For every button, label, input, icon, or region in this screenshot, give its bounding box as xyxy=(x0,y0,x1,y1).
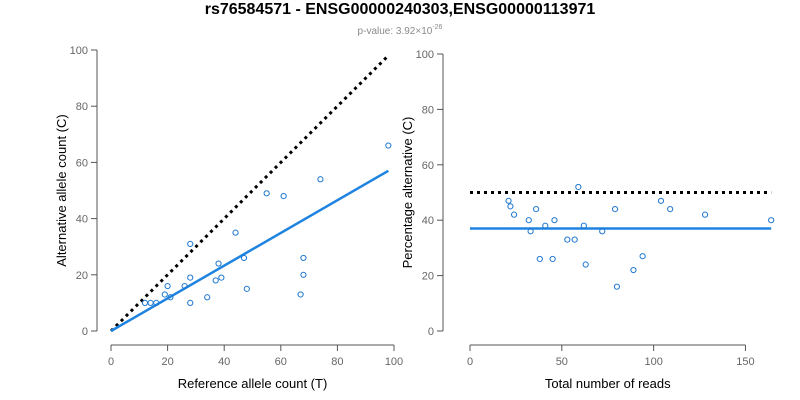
left-x-tick-label: 40 xyxy=(218,356,230,368)
left-x-tick-label: 60 xyxy=(275,356,287,368)
right-data-point xyxy=(542,222,549,229)
right-data-point xyxy=(580,222,587,229)
pvalue-exponent: -26 xyxy=(432,24,443,31)
left-x-tick-label: 0 xyxy=(108,356,114,368)
right-data-point xyxy=(575,183,582,191)
left-data-point xyxy=(263,190,270,197)
left-reference-line xyxy=(109,54,390,333)
left-data-point xyxy=(280,193,287,200)
right-x-tick-label: 0 xyxy=(467,356,473,368)
left-data-point xyxy=(164,282,171,290)
left-x-tick-label: 100 xyxy=(385,356,403,368)
left-data-point xyxy=(317,176,324,183)
left-y-tick-label: 60 xyxy=(76,157,88,169)
right-data-point xyxy=(611,206,619,213)
left-data-point xyxy=(385,142,392,149)
right-data-point xyxy=(527,228,534,235)
right-data-point xyxy=(639,253,646,260)
left-data-point xyxy=(141,299,149,306)
left-data-point xyxy=(215,260,222,267)
left-data-point xyxy=(187,274,194,281)
left-data-point xyxy=(147,299,154,306)
pvalue-subtitle: p-value: 3.92×10-26 xyxy=(0,24,800,37)
right-data-point xyxy=(582,261,589,268)
right-data-point xyxy=(564,236,571,243)
right-data-point xyxy=(533,206,540,213)
left-y-axis-label: Alternative allele count (C) xyxy=(54,114,69,266)
right-x-tick-label: 150 xyxy=(736,356,754,368)
right-y-axis-label: Percentage alternative (C) xyxy=(400,117,415,269)
right-data-point xyxy=(667,206,674,213)
left-data-point xyxy=(204,294,211,301)
right-data-point xyxy=(525,217,532,224)
right-data-point xyxy=(701,211,709,218)
right-y-tick-label: 40 xyxy=(422,215,434,227)
right-data-point xyxy=(657,197,665,204)
left-data-point xyxy=(232,229,239,236)
left-x-axis-label: Reference allele count (T) xyxy=(178,376,328,391)
left-data-point xyxy=(153,299,160,306)
left-y-tick-label: 40 xyxy=(76,214,88,226)
left-data-point xyxy=(218,274,225,281)
right-data-point xyxy=(549,255,556,263)
left-data-point xyxy=(161,291,168,298)
left-data-point xyxy=(187,299,194,306)
right-data-point xyxy=(613,283,621,290)
right-data-point xyxy=(507,203,514,210)
right-data-point xyxy=(768,217,775,224)
right-y-tick-label: 20 xyxy=(422,271,434,283)
left-data-point xyxy=(181,282,188,290)
right-y-tick-label: 80 xyxy=(422,104,434,116)
right-data-point xyxy=(551,217,558,224)
left-y-tick-label: 0 xyxy=(82,326,88,338)
left-y-tick-label: 20 xyxy=(76,270,88,282)
left-data-point xyxy=(212,277,219,284)
right-data-point xyxy=(505,197,512,204)
left-x-tick-label: 80 xyxy=(331,356,343,368)
left-data-point xyxy=(243,285,250,292)
right-y-tick-label: 60 xyxy=(422,160,434,172)
right-x-tick-label: 100 xyxy=(644,356,662,368)
right-data-point xyxy=(630,266,637,274)
right-x-axis-label: Total number of reads xyxy=(545,376,671,391)
right-data-point xyxy=(510,211,518,218)
right-y-tick-label: 0 xyxy=(428,326,434,338)
left-data-point xyxy=(297,291,304,298)
chart-title: rs76584571 - ENSG00000240303,ENSG0000011… xyxy=(204,1,596,18)
left-data-point xyxy=(300,271,307,278)
left-y-tick-label: 80 xyxy=(76,101,88,113)
left-x-tick-label: 20 xyxy=(161,356,173,368)
right-data-point xyxy=(599,228,606,235)
right-data-point xyxy=(536,255,543,263)
left-data-point xyxy=(300,254,307,262)
left-y-tick-label: 100 xyxy=(70,45,88,57)
right-y-tick-label: 100 xyxy=(416,49,434,61)
left-data-point xyxy=(167,294,174,301)
left-fit-line xyxy=(110,169,389,333)
pvalue-text: p-value: 3.92×10 xyxy=(357,26,433,37)
left-data-point xyxy=(240,254,248,262)
right-data-point xyxy=(571,236,578,243)
left-data-point xyxy=(187,240,194,247)
right-x-tick-label: 50 xyxy=(556,356,568,368)
